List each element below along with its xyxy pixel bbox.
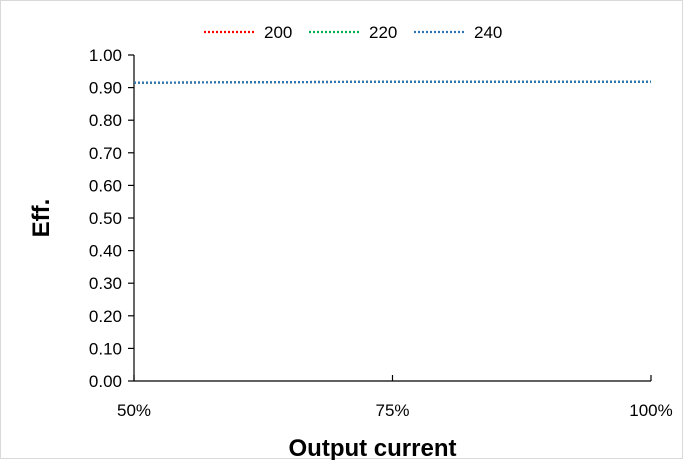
y-tick-label: 0.00 bbox=[89, 372, 122, 391]
y-tick-label: 0.60 bbox=[89, 176, 122, 195]
y-tick-label: 1.00 bbox=[89, 46, 122, 65]
legend-label-240: 240 bbox=[474, 23, 502, 42]
x-ticks: 50% 75% 100% bbox=[117, 375, 673, 420]
x-tick-label: 50% bbox=[117, 401, 151, 420]
y-tick-label: 0.50 bbox=[89, 209, 122, 228]
y-tick-label: 0.40 bbox=[89, 242, 122, 261]
x-axis-title: Output current bbox=[289, 435, 457, 460]
y-axis-title: Eff. bbox=[28, 199, 55, 238]
y-tick-label: 0.80 bbox=[89, 111, 122, 130]
legend-label-200: 200 bbox=[264, 23, 292, 42]
legend-label-220: 220 bbox=[369, 23, 397, 42]
x-tick-label: 75% bbox=[375, 401, 409, 420]
y-tick-label: 0.20 bbox=[89, 307, 122, 326]
y-tick-label: 0.70 bbox=[89, 144, 122, 163]
series-line-240 bbox=[133, 80, 651, 84]
legend: 200 220 240 bbox=[204, 23, 502, 42]
y-tick-label: 0.30 bbox=[89, 274, 122, 293]
y-tick-label: 0.10 bbox=[89, 339, 122, 358]
y-ticks: 0.00 0.10 0.20 0.30 0.40 0.50 0.60 0.70 0.80 0.90… bbox=[89, 46, 134, 391]
x-tick-label: 100% bbox=[629, 401, 672, 420]
series-lines bbox=[133, 80, 651, 84]
y-tick-label: 0.90 bbox=[89, 79, 122, 98]
